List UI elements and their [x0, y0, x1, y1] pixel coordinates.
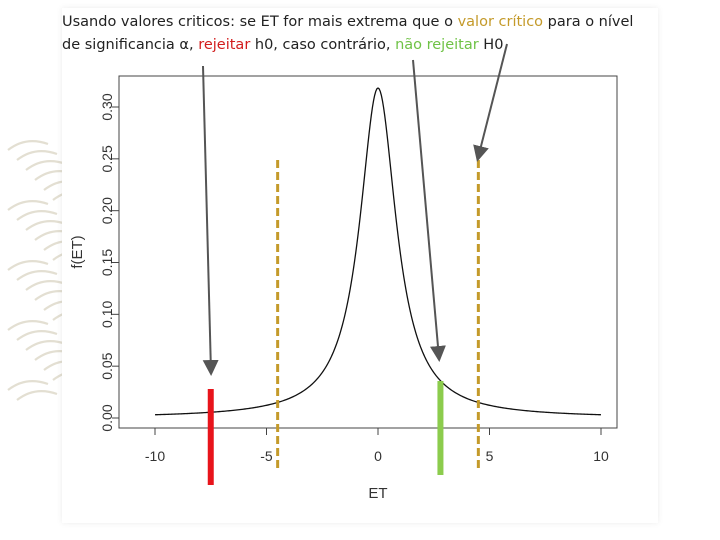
caption-valor-critico: valor crítico [457, 14, 544, 30]
x-tick-label: 5 [486, 448, 494, 464]
leaf-stroke [7, 319, 49, 331]
slide-card [62, 8, 658, 523]
caption-text-4: h0, caso contrário, [250, 37, 396, 53]
x-axis: -10 -5 0 5 10 [145, 427, 609, 464]
x-tick-label: -5 [260, 448, 273, 464]
leaf-stroke [16, 269, 58, 281]
x-tick-label: 0 [374, 448, 382, 464]
chart-marks [154, 87, 602, 485]
caption-text-5: H0 [478, 37, 504, 53]
x-axis-title: ET [368, 485, 387, 502]
y-axis-title: f(ET) [69, 235, 86, 268]
y-tick-label: 0.05 [99, 352, 115, 379]
y-tick-label: 0.10 [99, 300, 115, 327]
caption-rejeitar: rejeitar [198, 37, 251, 53]
annotation-arrows [202, 43, 508, 376]
arrow-to-rejeitar [202, 65, 219, 376]
density-curve [154, 87, 602, 416]
leaf-stroke [16, 389, 58, 401]
arrow-to-valor-critico [473, 43, 508, 162]
caption-text-2: para o nível [543, 14, 634, 30]
leaf-stroke [16, 209, 58, 221]
y-tick-label: 0.15 [99, 249, 115, 276]
y-tick-label: 0.20 [99, 197, 115, 224]
y-tick-label: 0.30 [99, 93, 115, 120]
x-tick-label: 10 [593, 448, 609, 464]
leaf-stroke [7, 259, 49, 271]
leaf-stroke [7, 139, 49, 151]
leaf-stroke [7, 379, 49, 391]
arrow-to-nao-rejeitar [412, 59, 446, 362]
caption-text-3: de significancia α, [62, 37, 199, 53]
caption-nao-rejeitar: não rejeitar [395, 37, 479, 53]
slide-caption: Usando valores criticos: se ET for mais … [62, 11, 702, 57]
leaf-stroke [16, 149, 58, 161]
caption-text-1: Usando valores criticos: se ET for mais … [62, 14, 458, 30]
leaf-stroke [7, 199, 49, 211]
plot-frame [118, 75, 618, 429]
leaf-stroke [16, 329, 58, 341]
y-tick-label: 0.00 [99, 404, 115, 431]
x-tick-label: -10 [145, 448, 165, 464]
y-axis: 0.00 0.05 0.10 0.15 0.20 0.25 0.30 [99, 93, 120, 432]
y-tick-label: 0.25 [99, 145, 115, 172]
